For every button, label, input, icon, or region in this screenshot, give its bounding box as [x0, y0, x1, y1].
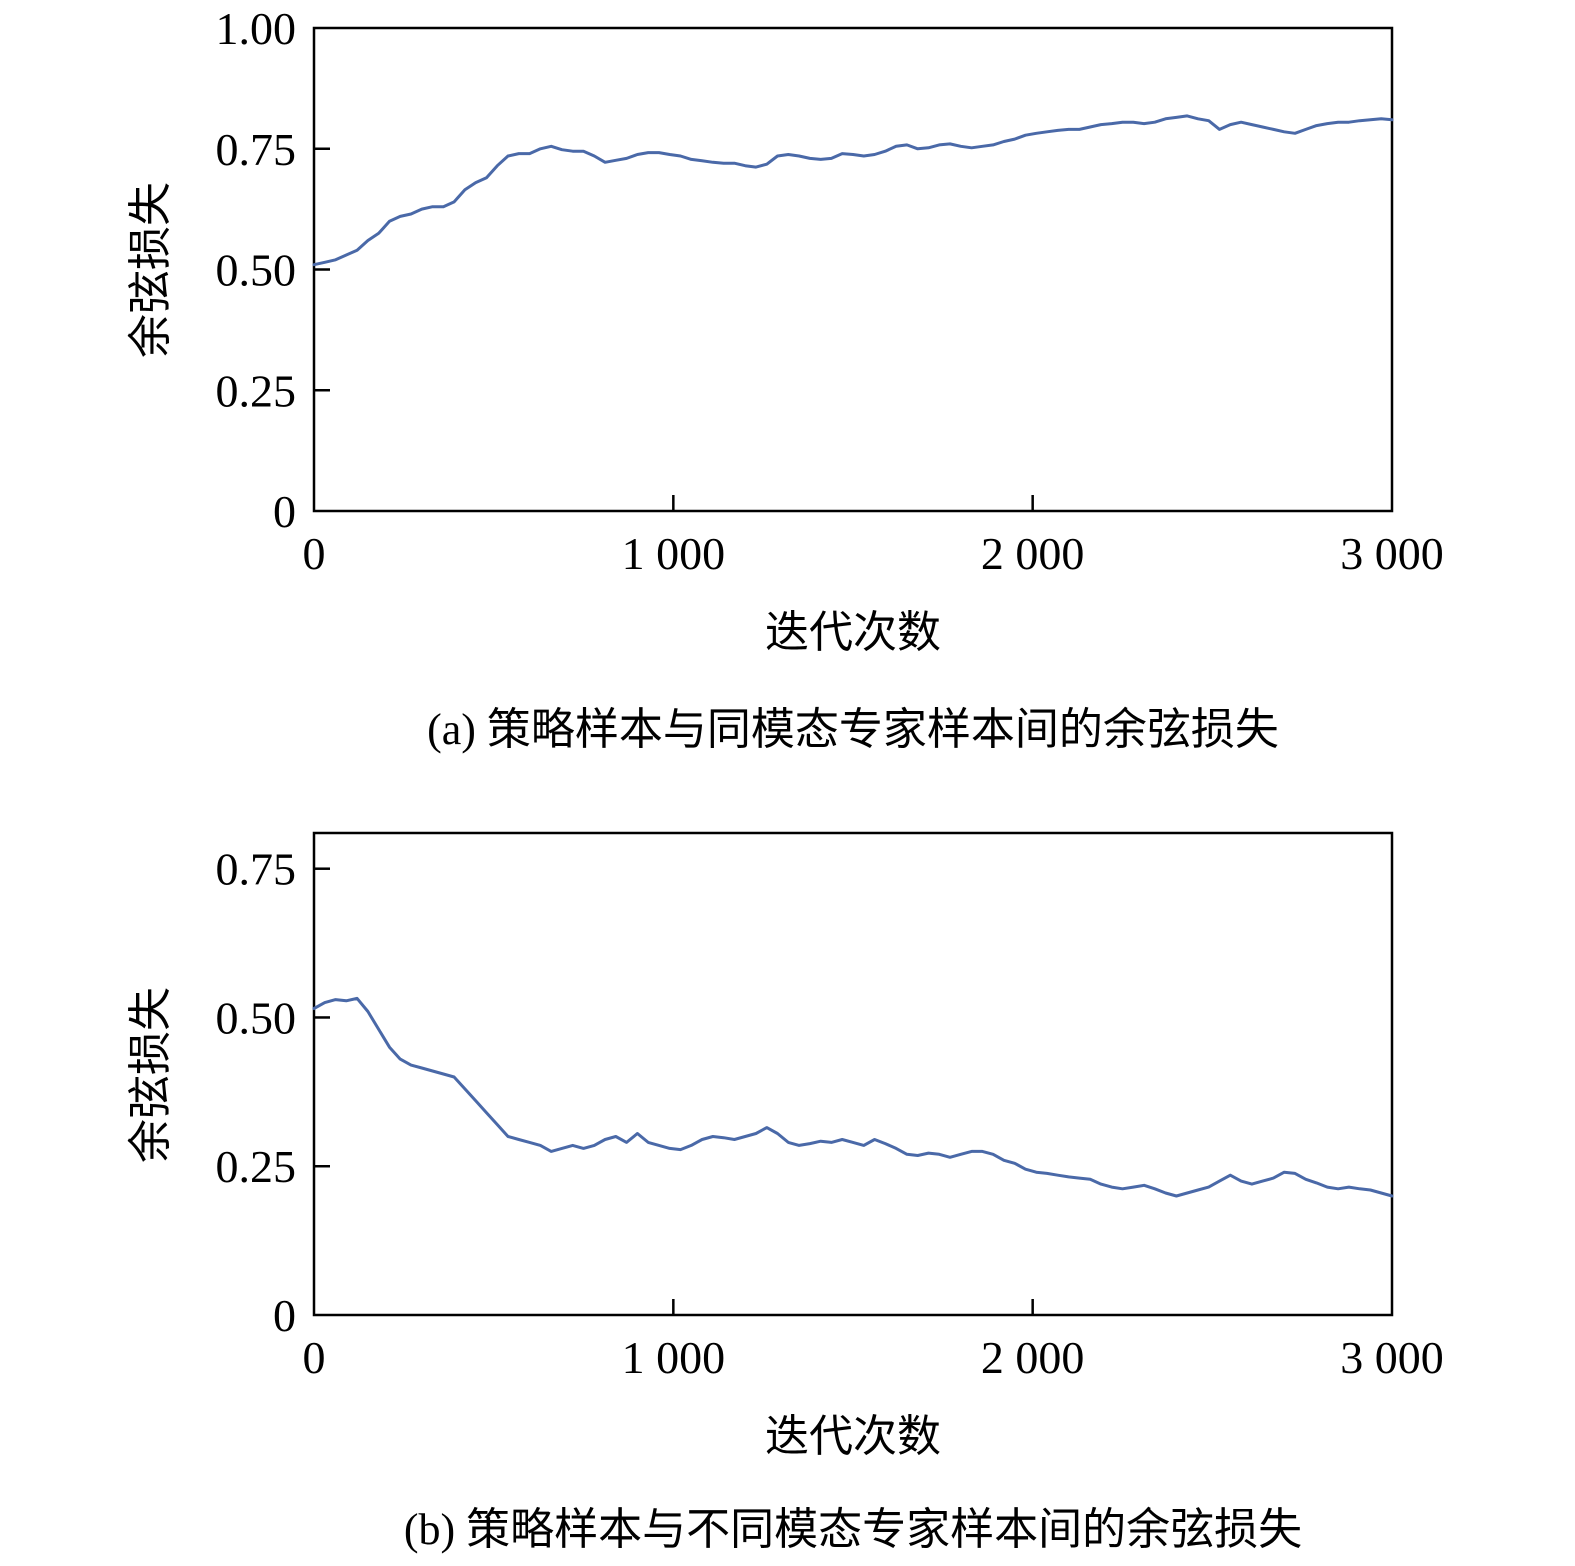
x-axis-title: 迭代次数 — [765, 607, 941, 658]
x-tick-label: 1 000 — [622, 1332, 726, 1383]
y-tick-label: 0.75 — [216, 844, 297, 895]
y-tick-label: 1.00 — [216, 3, 297, 54]
caption-text: 策略样本与不同模态专家样本间的余弦损失 — [466, 1504, 1302, 1555]
chart-caption: (b) 策略样本与不同模态专家样本间的余弦损失 — [404, 1504, 1302, 1555]
caption-label: (b) — [404, 1505, 466, 1554]
y-tick-label: 0 — [273, 486, 296, 537]
chart-panel-b: 0 1 000 2 000 3 000 0 0.25 0.50 0.75 迭代次数 余弦损失 (b)… — [125, 831, 1444, 1555]
caption-label: (a) — [427, 705, 487, 754]
y-axis-title: 余弦损失 — [125, 182, 176, 358]
x-tick-label: 1 000 — [622, 528, 726, 579]
y-tick-label: 0.50 — [216, 245, 297, 296]
caption-text: 策略样本与同模态专家样本间的余弦损失 — [487, 704, 1279, 755]
series-line — [312, 996, 1394, 1198]
x-axis-title: 迭代次数 — [765, 1411, 941, 1462]
chart-panel-a: 0 1 000 2 000 3 000 0 0.25 0.50 0.75 1.00 迭代次数 余弦损… — [125, 3, 1444, 755]
series-line — [312, 114, 1394, 267]
x-tick-label: 0 — [303, 1332, 326, 1383]
x-tick-label: 3 000 — [1340, 1332, 1444, 1383]
plot-frame — [312, 831, 1394, 1317]
x-tick-label: 2 000 — [981, 1332, 1085, 1383]
y-tick-label: 0 — [273, 1290, 296, 1341]
plot-frame — [312, 26, 1394, 513]
y-axis-title: 余弦损失 — [125, 987, 176, 1163]
y-tick-label: 0.25 — [216, 365, 297, 416]
y-tick-label: 0.25 — [216, 1141, 297, 1192]
y-tick-label: 0.50 — [216, 992, 297, 1043]
y-tick-label: 0.75 — [216, 124, 297, 175]
x-tick-label: 3 000 — [1340, 528, 1444, 579]
x-tick-label: 0 — [303, 528, 326, 579]
chart-caption: (a) 策略样本与同模态专家样本间的余弦损失 — [427, 704, 1279, 755]
x-tick-label: 2 000 — [981, 528, 1085, 579]
